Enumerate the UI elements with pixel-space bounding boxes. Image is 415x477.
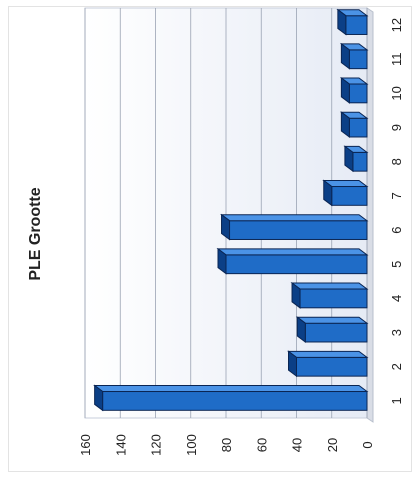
bar xyxy=(343,145,369,173)
category-tick-label: 11 xyxy=(389,53,404,67)
bar-side xyxy=(94,384,104,412)
bar-side xyxy=(340,42,350,70)
bar xyxy=(287,350,369,378)
bar-front xyxy=(304,322,368,343)
bar xyxy=(336,8,369,36)
value-tick-label: 40 xyxy=(290,438,305,452)
plot-floor xyxy=(366,7,374,423)
bar-front xyxy=(348,49,368,70)
bar-side xyxy=(296,316,306,343)
bar xyxy=(339,77,369,104)
bar-front xyxy=(225,254,368,275)
category-tick-label: 7 xyxy=(389,192,404,199)
bar-side xyxy=(291,282,301,309)
bar-top xyxy=(216,248,369,256)
category-tick-label: 4 xyxy=(389,295,404,302)
bar-top xyxy=(93,385,369,393)
value-tick-label: 20 xyxy=(325,438,340,452)
value-tick-label: 140 xyxy=(113,434,128,456)
bar-side xyxy=(288,350,297,378)
gridlines xyxy=(84,8,368,418)
bar-top xyxy=(220,214,369,222)
category-tick-label: 3 xyxy=(389,329,404,336)
value-tick-labels: 0 20 40 60 80 100 120 140 160 xyxy=(78,434,375,456)
bar-top xyxy=(290,282,369,290)
category-tick-label: 5 xyxy=(389,261,404,268)
category-tick-label: 9 xyxy=(389,124,404,131)
bar-side xyxy=(337,8,347,36)
bar xyxy=(93,384,369,412)
bar-front xyxy=(352,151,368,172)
bar-front xyxy=(331,186,368,206)
bar-side xyxy=(323,179,333,207)
category-tick-label: 2 xyxy=(389,363,404,370)
bar xyxy=(339,111,369,138)
bar-side xyxy=(340,77,350,104)
category-tick-label: 6 xyxy=(389,226,404,233)
bar-front xyxy=(348,117,368,138)
category-tick-label: 8 xyxy=(389,158,404,165)
category-tick-label: 1 xyxy=(389,397,404,404)
bar xyxy=(295,316,369,343)
value-tick-label: 0 xyxy=(360,441,375,448)
value-tick-label: 100 xyxy=(184,434,199,456)
bar-side xyxy=(344,145,354,173)
bar-front xyxy=(348,83,368,104)
bar-front xyxy=(345,15,368,35)
category-tick-label: 12 xyxy=(389,18,404,32)
bars xyxy=(93,8,369,412)
bar-side xyxy=(340,111,350,138)
category-tick-label: 10 xyxy=(389,86,404,100)
value-tick-label: 80 xyxy=(219,438,234,452)
bar xyxy=(216,247,369,275)
bar xyxy=(220,213,369,241)
bar-side xyxy=(217,247,227,275)
bar-front xyxy=(229,220,368,240)
bar xyxy=(322,179,369,207)
bar-front xyxy=(296,356,368,377)
bar xyxy=(290,282,369,309)
bar-front xyxy=(102,391,368,411)
value-tick-label: 160 xyxy=(78,434,93,456)
chart-title: PLE Grootte xyxy=(27,187,44,280)
bar xyxy=(339,42,369,70)
bar-front xyxy=(299,288,368,309)
bar-top xyxy=(287,350,369,358)
value-tick-label: 120 xyxy=(149,434,164,456)
bar-side xyxy=(221,213,231,241)
value-tick-label: 60 xyxy=(254,438,269,452)
bar-top xyxy=(295,316,369,324)
